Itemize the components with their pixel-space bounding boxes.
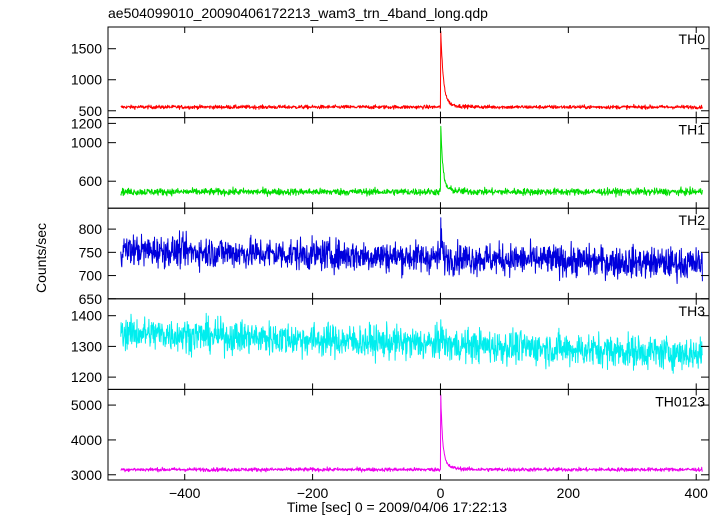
y-tick-label-th2: 650 xyxy=(79,291,103,307)
y-tick-label-th0123: 4000 xyxy=(71,432,102,448)
panel-frame-th0 xyxy=(107,26,710,119)
x-tick-label: −200 xyxy=(297,485,329,501)
y-tick-label-th3: 1300 xyxy=(71,338,102,354)
x-tick-label: 0 xyxy=(437,485,445,501)
y-tick-label-th0123: 5000 xyxy=(71,397,102,413)
series-line-th0123 xyxy=(120,394,703,473)
y-tick-label-th0: 1500 xyxy=(71,41,102,57)
y-tick-label-th3: 1400 xyxy=(71,308,102,324)
y-tick-label-th3: 1200 xyxy=(71,369,102,385)
series-line-th3 xyxy=(120,312,703,374)
y-tick-label-th2: 700 xyxy=(79,268,103,284)
y-tick-label-th2: 750 xyxy=(79,244,103,260)
panel-label-th2: TH2 xyxy=(679,212,706,228)
panel-frame-th0123 xyxy=(107,388,710,481)
series-line-th1 xyxy=(120,125,703,198)
panel-frame-th3 xyxy=(107,298,710,390)
panel-label-th0123: TH0123 xyxy=(655,393,705,409)
y-tick-label-th0: 1000 xyxy=(71,72,102,88)
x-tick-label: 400 xyxy=(685,485,709,501)
y-tick-label-th2: 800 xyxy=(79,221,103,237)
y-tick-label-th1: 600 xyxy=(79,173,103,189)
y-tick-label-th1: 1200 xyxy=(71,115,102,131)
panel-label-th3: TH3 xyxy=(679,303,706,319)
series-line-th2 xyxy=(120,217,703,284)
chart-title: ae504099010_20090406172213_wam3_trn_4ban… xyxy=(108,5,488,21)
y-tick-label-th0123: 3000 xyxy=(71,467,102,483)
panel-label-th1: TH1 xyxy=(679,122,706,138)
series-line-th0 xyxy=(120,31,703,110)
x-tick-label: −400 xyxy=(169,485,201,501)
x-tick-label: 200 xyxy=(557,485,581,501)
x-axis-label: Time [sec] 0 = 2009/04/06 17:22:13 xyxy=(287,499,507,515)
y-tick-label-th0: 500 xyxy=(79,103,103,119)
panel-label-th0: TH0 xyxy=(679,31,706,47)
y-axis-label: Counts/sec xyxy=(33,223,49,293)
y-tick-label-th1: 1000 xyxy=(71,135,102,151)
